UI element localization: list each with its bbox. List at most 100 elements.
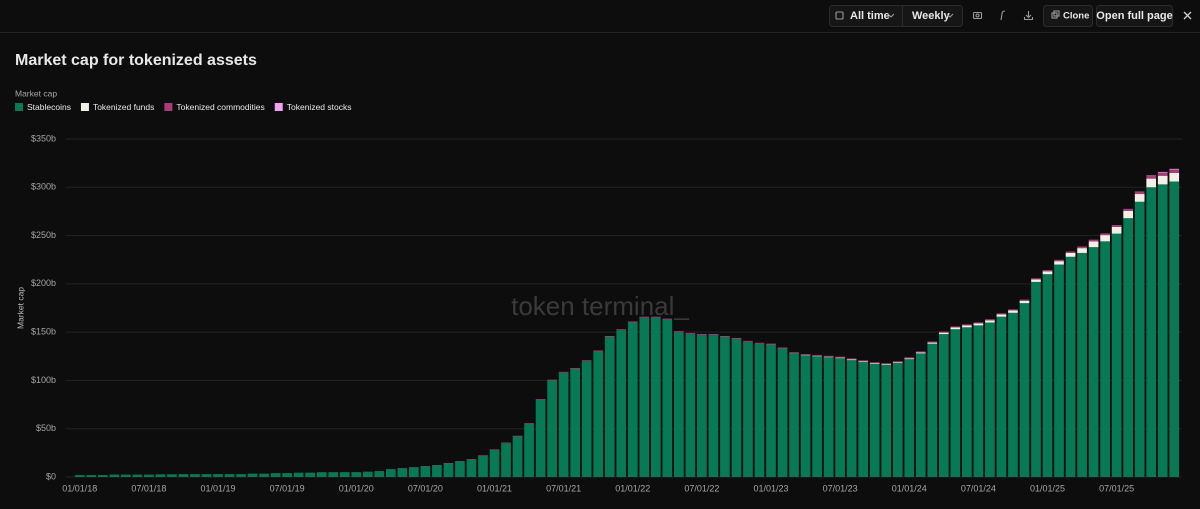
bar-segment [270, 473, 281, 477]
bar-segment [512, 436, 523, 477]
bar-segment [892, 362, 903, 364]
bar-segment [662, 319, 673, 477]
bar-segment [1146, 175, 1157, 179]
bars [74, 168, 1180, 478]
bar-segment [766, 344, 776, 477]
bar-segment [1169, 169, 1180, 173]
bar-segment [823, 357, 834, 477]
bar-segment [904, 357, 915, 359]
bar-segment [1077, 246, 1087, 249]
bar-segment [1054, 259, 1064, 262]
bar-segment [985, 320, 995, 323]
bar-segment [443, 463, 454, 477]
bar-segment [685, 334, 696, 477]
x-tick-label: 07/01/20 [408, 483, 443, 493]
screenshot-button[interactable] [972, 11, 983, 20]
legend: Stablecoins Tokenized funds Tokenized comm… [15, 102, 351, 112]
open-full-page-button[interactable]: Open full page [1096, 5, 1173, 27]
bar-segment [1157, 172, 1168, 176]
bar-segment [558, 372, 569, 477]
bar-segment [674, 331, 684, 333]
bar-segment [1146, 178, 1157, 188]
bar-segment [478, 455, 488, 477]
bar-segment [224, 474, 235, 477]
bar-segment [720, 336, 730, 477]
bar-segment [144, 474, 154, 477]
bar-segment [1054, 261, 1064, 265]
bar-segment [927, 341, 938, 343]
bar-segment [685, 333, 696, 335]
interval-label[interactable]: Weekly [912, 10, 951, 22]
bar-segment [1100, 233, 1110, 236]
bar-segment [915, 351, 926, 353]
range-button[interactable]: All time [835, 10, 895, 22]
bar-segment [743, 341, 753, 477]
bar-segment [950, 329, 961, 477]
bar-segment [766, 343, 776, 345]
bar-segment [835, 357, 845, 359]
bar-segment [1019, 303, 1030, 477]
bar-segment [121, 474, 131, 477]
bar-segment [339, 472, 350, 477]
bar-segment [674, 332, 684, 477]
bar-segment [1008, 309, 1018, 311]
bar-segment [351, 472, 362, 477]
bar-segment [835, 356, 845, 358]
bar-segment [501, 443, 511, 477]
bar-segment [904, 358, 915, 360]
clone-label[interactable]: Clone [1063, 11, 1089, 22]
close-button[interactable] [1183, 11, 1192, 20]
bar-segment [962, 325, 972, 328]
bar-segment [1008, 310, 1018, 313]
formula-button[interactable] [1000, 10, 1006, 21]
bar-segment [858, 362, 869, 477]
bar-segment [1077, 252, 1087, 477]
bar-segment [581, 361, 592, 477]
x-tick-label: 07/01/19 [270, 483, 305, 493]
bar-segment [846, 358, 857, 360]
y-tick-label: $200b [31, 278, 56, 288]
legend-label: Tokenized stocks [287, 102, 352, 112]
bar-segment [1054, 264, 1064, 477]
bar-segment [743, 340, 753, 342]
bar-segment [1146, 187, 1157, 478]
x-tick-label: 07/01/25 [1099, 483, 1134, 493]
bar-segment [731, 338, 742, 477]
range-label[interactable]: All time [850, 10, 890, 22]
bar-segment [132, 474, 143, 477]
bar-segment [1065, 252, 1076, 257]
bar-segment [1111, 233, 1122, 477]
bar-segment [950, 327, 961, 330]
bar-segment [570, 367, 580, 369]
clone-button[interactable]: Clone [1043, 5, 1093, 27]
x-tick-label: 01/01/25 [1030, 483, 1065, 493]
bar-segment [639, 317, 650, 477]
bar-segment [835, 358, 845, 477]
bar-segment [1088, 247, 1099, 477]
bar-segment [535, 399, 546, 477]
bar-segment [662, 318, 673, 320]
bar-segment [697, 334, 707, 336]
x-tick-label: 01/01/18 [62, 483, 97, 493]
bar-segment [178, 474, 189, 477]
open-label[interactable]: Open full page [1096, 10, 1172, 22]
bar-segment [938, 332, 949, 335]
interval-button[interactable]: Weekly [912, 10, 954, 22]
bar-segment [1065, 256, 1076, 477]
bar-segment [1042, 270, 1053, 272]
camera-lens [975, 13, 980, 18]
bar-segment [1008, 312, 1018, 477]
y-tick-label: $0 [46, 471, 56, 481]
clone-icon-back [1053, 10, 1060, 17]
bar-segment [858, 360, 869, 362]
bar-segment [593, 350, 604, 352]
bar-segment [1077, 248, 1087, 253]
bar-segment [190, 474, 200, 477]
bar-segment [489, 449, 500, 477]
bar-segment [789, 353, 799, 477]
bar-segment [708, 335, 719, 477]
download-button[interactable] [1023, 11, 1034, 21]
legend-label: Stablecoins [27, 102, 71, 112]
bar-segment [86, 475, 97, 477]
